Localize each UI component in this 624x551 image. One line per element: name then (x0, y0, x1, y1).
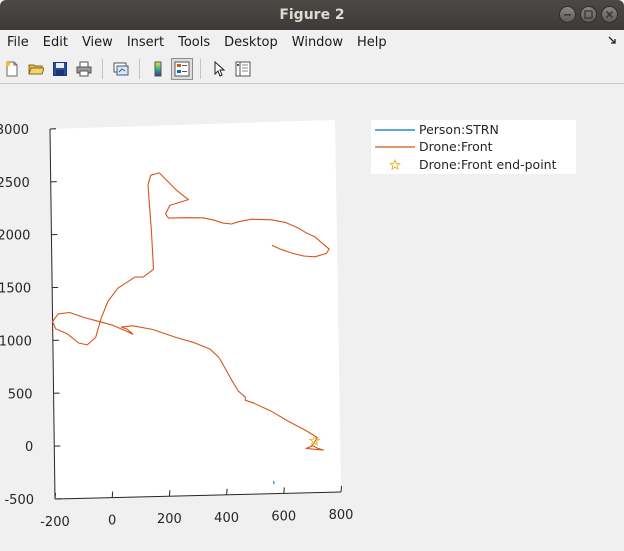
toolbar-separator (200, 59, 201, 79)
window-title: Figure 2 (279, 7, 345, 23)
y-axis-line (49, 128, 56, 500)
axis-lines (49, 128, 342, 500)
menu-edit[interactable]: Edit (42, 34, 68, 50)
y-tick-label: 0 (25, 440, 33, 455)
x-tick-mark (168, 490, 171, 497)
toolbar-separator (139, 59, 140, 79)
menu-window[interactable]: Window (291, 34, 344, 50)
print-icon[interactable] (73, 58, 95, 80)
x-tick-mark (111, 491, 114, 498)
x-tick-mark (54, 492, 56, 500)
x-tick-label: 600 (271, 509, 296, 524)
colorbar-icon[interactable] (147, 58, 169, 80)
maximize-icon[interactable] (580, 6, 597, 23)
x-tick-label: 200 (157, 512, 182, 527)
toolbar-separator (102, 59, 103, 79)
menu-view[interactable]: View (81, 34, 113, 50)
y-tick-label: 1000 (0, 334, 32, 349)
legend-line-symbol (371, 128, 419, 132)
legend-label: Person:STRN (419, 122, 499, 137)
x-tick-label: 400 (214, 511, 239, 526)
legend-label: Drone:Front end-point (419, 157, 557, 172)
save-icon[interactable] (49, 58, 71, 80)
legend-line-symbol (371, 145, 419, 149)
star-icon (389, 158, 401, 170)
figure-toolbar (0, 55, 624, 84)
drone-front-line (52, 172, 330, 451)
legend[interactable]: Person:STRN Drone:Front Drone:Front end-… (371, 120, 576, 174)
x-tick-mark (283, 487, 285, 494)
legend-entry: Person:STRN (371, 121, 499, 138)
pointer-icon[interactable] (208, 58, 230, 80)
y-tick-label: 2500 (0, 176, 30, 191)
y-tick-label: 2000 (0, 229, 30, 244)
y-tick-label: 1500 (0, 282, 31, 297)
plot-axes[interactable]: -200 0 200 400 600 800 3000 2500 2000 1500 1000 50… (0, 84, 624, 551)
x-axis-ticks: -200 0 200 400 600 800 (40, 485, 354, 530)
menu-desktop[interactable]: Desktop (224, 34, 278, 50)
new-figure-icon[interactable] (1, 58, 23, 80)
open-file-icon[interactable] (25, 58, 47, 80)
legend-entry: Drone:Front end-point (371, 156, 557, 173)
y-tick-label: 3000 (0, 123, 29, 138)
y-tick-label: -500 (4, 493, 34, 508)
legend-entry: Drone:Front (371, 138, 493, 155)
series-layer (52, 172, 330, 485)
menu-bar: File Edit View Insert Tools Desktop Wind… (0, 30, 624, 54)
legend-icon[interactable] (171, 58, 193, 80)
window-controls (559, 6, 618, 23)
menu-tools[interactable]: Tools (178, 34, 211, 50)
x-tick-label: -200 (40, 515, 70, 530)
close-icon[interactable] (601, 6, 618, 23)
y-axis-ticks: 3000 2500 2000 1500 1000 500 0 -500 (0, 123, 62, 508)
x-tick-mark (226, 488, 228, 495)
menu-help[interactable]: Help (357, 34, 387, 50)
person-strn-line (273, 480, 275, 485)
dock-arrow-icon[interactable] (608, 36, 616, 44)
window-titlebar[interactable]: Figure 2 (0, 0, 624, 30)
property-inspector-icon[interactable] (232, 58, 254, 80)
y-tick-label: 500 (8, 387, 33, 402)
x-axis-line (54, 491, 342, 500)
legend-label: Drone:Front (419, 139, 493, 154)
axes-background (50, 120, 341, 499)
link-plot-icon[interactable] (110, 58, 132, 80)
figure-canvas[interactable]: -200 0 200 400 600 800 3000 2500 2000 1500 1000 50… (0, 84, 624, 551)
x-tick-label: 0 (108, 514, 116, 529)
legend-star-symbol (371, 158, 419, 171)
x-tick-mark (340, 485, 342, 493)
end-point-star-marker (308, 434, 321, 446)
menu-file[interactable]: File (7, 34, 29, 50)
menu-insert[interactable]: Insert (126, 34, 165, 50)
minimize-icon[interactable] (559, 6, 576, 23)
x-tick-label: 800 (329, 508, 354, 523)
